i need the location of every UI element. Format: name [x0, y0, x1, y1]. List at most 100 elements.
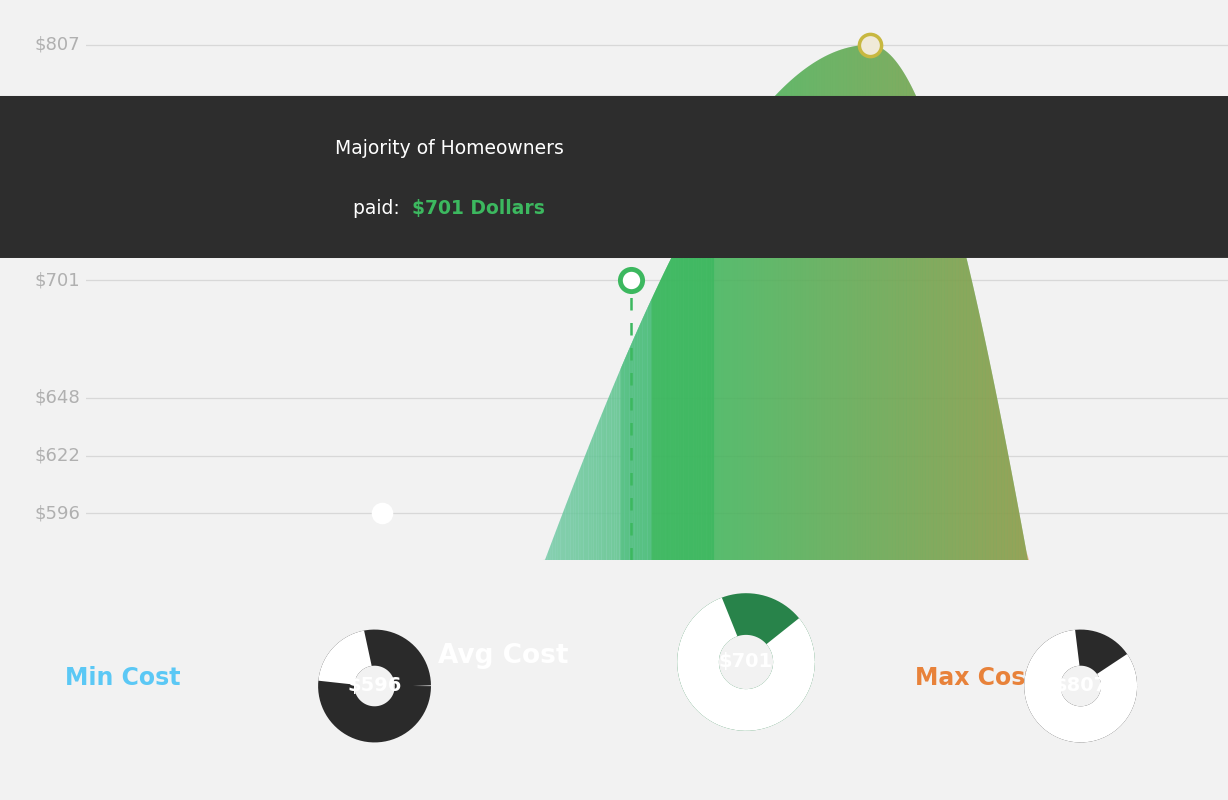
Polygon shape: [1000, 408, 1002, 560]
Polygon shape: [835, 50, 839, 560]
Polygon shape: [803, 69, 806, 560]
Polygon shape: [558, 519, 560, 560]
Polygon shape: [863, 45, 866, 560]
Polygon shape: [841, 49, 844, 560]
Polygon shape: [637, 325, 640, 560]
Polygon shape: [689, 220, 691, 560]
Polygon shape: [588, 441, 591, 560]
Text: $596: $596: [34, 504, 80, 522]
Polygon shape: [980, 317, 982, 560]
Polygon shape: [642, 314, 645, 560]
Polygon shape: [783, 84, 786, 560]
Polygon shape: [586, 447, 588, 560]
Polygon shape: [673, 250, 675, 560]
Polygon shape: [964, 246, 966, 560]
Polygon shape: [1002, 422, 1005, 560]
Polygon shape: [640, 319, 642, 560]
Polygon shape: [801, 70, 803, 560]
Polygon shape: [578, 466, 581, 560]
Polygon shape: [656, 286, 658, 560]
Polygon shape: [996, 394, 1000, 560]
Polygon shape: [985, 342, 989, 560]
Polygon shape: [628, 348, 630, 560]
Polygon shape: [727, 155, 729, 560]
Polygon shape: [828, 54, 830, 560]
Polygon shape: [795, 74, 797, 560]
Text: Avg Cost: Avg Cost: [438, 643, 569, 669]
Polygon shape: [797, 73, 801, 560]
Polygon shape: [808, 65, 810, 560]
Polygon shape: [663, 270, 666, 560]
Polygon shape: [560, 513, 562, 560]
Polygon shape: [1020, 522, 1024, 560]
Polygon shape: [839, 50, 841, 560]
Polygon shape: [944, 175, 947, 560]
Polygon shape: [683, 230, 686, 560]
Polygon shape: [814, 61, 817, 560]
FancyBboxPatch shape: [0, 96, 1228, 258]
Polygon shape: [614, 378, 616, 560]
Polygon shape: [1013, 478, 1016, 560]
Polygon shape: [991, 368, 993, 560]
Polygon shape: [752, 121, 754, 560]
Polygon shape: [1007, 450, 1009, 560]
Polygon shape: [857, 46, 860, 560]
Polygon shape: [833, 52, 835, 560]
Polygon shape: [966, 258, 969, 560]
Polygon shape: [635, 330, 637, 560]
Polygon shape: [748, 124, 752, 560]
Polygon shape: [670, 254, 673, 560]
Polygon shape: [971, 281, 975, 560]
Polygon shape: [933, 141, 937, 560]
Polygon shape: [893, 58, 895, 560]
Polygon shape: [620, 45, 1228, 560]
Polygon shape: [866, 45, 868, 560]
Polygon shape: [772, 95, 776, 560]
Polygon shape: [630, 342, 632, 560]
Polygon shape: [594, 172, 613, 217]
Polygon shape: [906, 77, 909, 560]
Polygon shape: [898, 64, 901, 560]
Polygon shape: [975, 292, 977, 560]
Polygon shape: [647, 302, 650, 560]
Polygon shape: [723, 159, 727, 560]
Polygon shape: [625, 354, 628, 560]
Polygon shape: [776, 93, 779, 560]
Polygon shape: [830, 53, 833, 560]
Polygon shape: [953, 204, 955, 560]
Polygon shape: [855, 46, 857, 560]
Text: $743: $743: [34, 178, 80, 196]
Polygon shape: [711, 179, 715, 560]
Polygon shape: [602, 409, 604, 560]
Polygon shape: [1005, 435, 1007, 560]
Polygon shape: [652, 291, 656, 560]
Polygon shape: [721, 163, 723, 560]
Polygon shape: [779, 90, 781, 560]
Polygon shape: [895, 61, 898, 560]
Polygon shape: [745, 128, 748, 560]
Polygon shape: [852, 46, 855, 560]
Polygon shape: [806, 66, 808, 560]
Polygon shape: [786, 82, 790, 560]
Polygon shape: [566, 499, 569, 560]
Polygon shape: [989, 354, 991, 560]
Polygon shape: [734, 143, 738, 560]
Polygon shape: [729, 151, 732, 560]
Text: $596: $596: [348, 677, 402, 695]
Polygon shape: [709, 183, 711, 560]
Polygon shape: [931, 134, 933, 560]
Polygon shape: [704, 192, 706, 560]
Polygon shape: [884, 50, 888, 560]
Polygon shape: [591, 434, 593, 560]
Polygon shape: [955, 214, 958, 560]
Polygon shape: [817, 59, 819, 560]
Text: $622: $622: [34, 446, 80, 465]
Polygon shape: [942, 166, 944, 560]
Polygon shape: [706, 188, 709, 560]
Polygon shape: [583, 454, 586, 560]
Polygon shape: [969, 269, 971, 560]
Polygon shape: [569, 493, 571, 560]
Polygon shape: [928, 126, 931, 560]
Polygon shape: [621, 360, 625, 560]
Polygon shape: [810, 63, 814, 560]
